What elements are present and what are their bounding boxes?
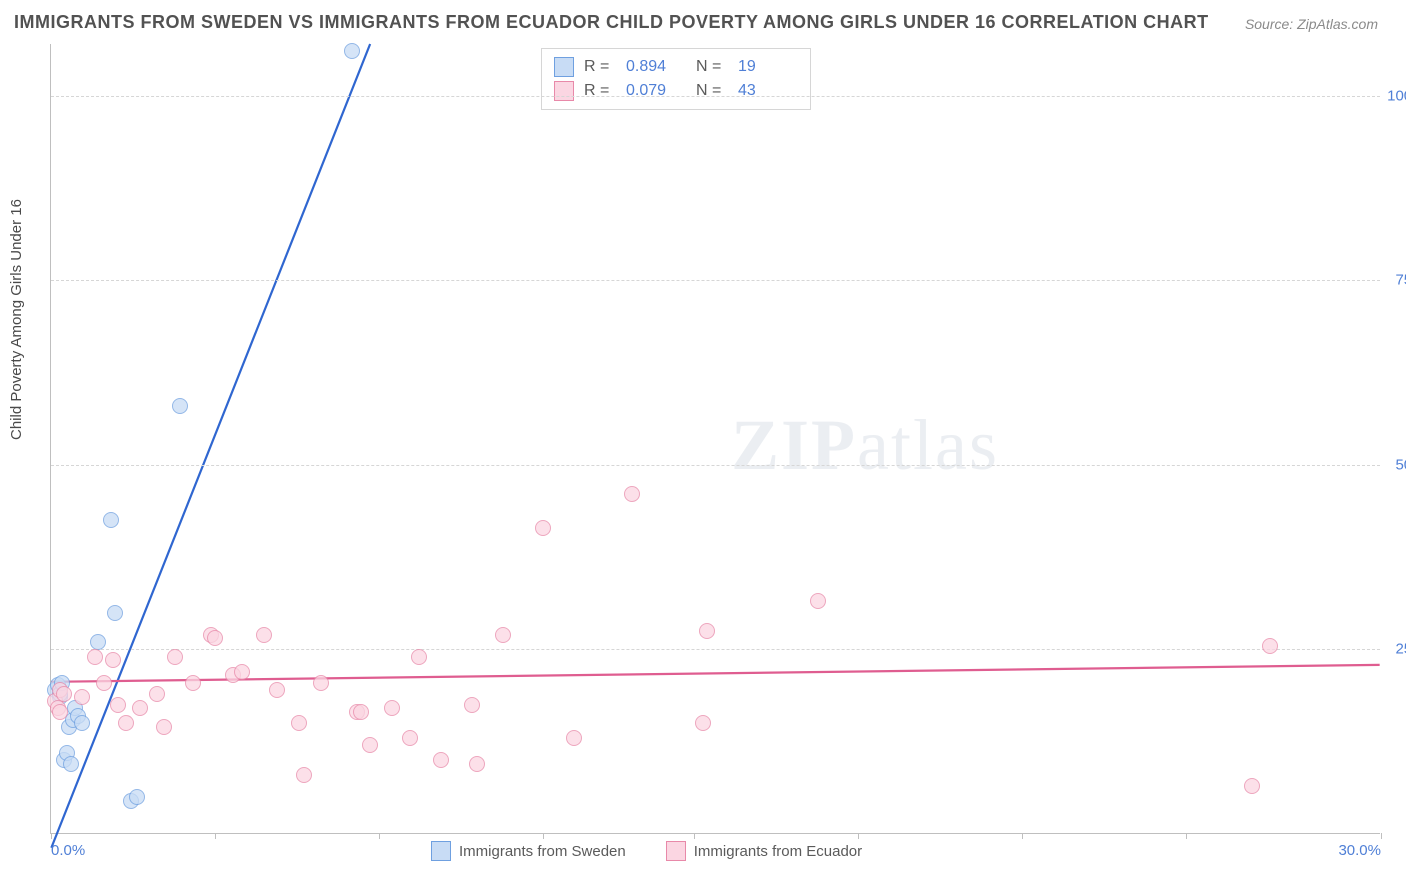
scatter-point [464,697,480,713]
x-tick-label: 30.0% [1338,842,1381,859]
scatter-point [207,630,223,646]
scatter-point [699,623,715,639]
gridline-h [51,280,1380,281]
trend-line [51,44,370,848]
scatter-point [132,700,148,716]
scatter-point [56,686,72,702]
scatter-point [63,756,79,772]
scatter-point [384,700,400,716]
x-tick [51,833,52,839]
legend-n-label: N = [696,82,728,100]
legend-r-label: R = [584,82,616,100]
scatter-point [107,605,123,621]
scatter-point [469,756,485,772]
x-tick [1381,833,1382,839]
x-tick-label: 0.0% [51,842,85,859]
y-axis-label: Child Poverty Among Girls Under 16 [8,199,25,440]
y-tick-label: 75.0% [1395,272,1406,289]
legend-n-label: N = [696,58,728,76]
trend-lines-svg [51,44,1380,833]
legend-row: R = 0.079 N = 43 [554,79,798,103]
legend-correlation: R = 0.894 N = 19 R = 0.079 N = 43 [541,48,811,110]
chart-title: IMMIGRANTS FROM SWEDEN VS IMMIGRANTS FRO… [14,12,1209,33]
y-tick-label: 50.0% [1395,456,1406,473]
legend-label: Immigrants from Sweden [459,843,626,860]
legend-r-value: 0.079 [626,82,686,100]
scatter-point [74,689,90,705]
scatter-point [105,652,121,668]
legend-series: Immigrants from Sweden Immigrants from Ec… [431,841,862,861]
legend-swatch [431,841,451,861]
legend-swatch [666,841,686,861]
y-tick-label: 100.0% [1387,87,1406,104]
scatter-point [149,686,165,702]
scatter-point [566,730,582,746]
scatter-point [74,715,90,731]
scatter-point [110,697,126,713]
legend-item: Immigrants from Ecuador [666,841,862,861]
trend-line [51,665,1379,682]
scatter-point [1262,638,1278,654]
gridline-h [51,649,1380,650]
scatter-point [129,789,145,805]
scatter-point [433,752,449,768]
scatter-point [118,715,134,731]
gridline-h [51,96,1380,97]
scatter-point [167,649,183,665]
scatter-point [291,715,307,731]
scatter-point [256,627,272,643]
scatter-point [344,43,360,59]
x-tick [694,833,695,839]
legend-item: Immigrants from Sweden [431,841,626,861]
x-tick [1022,833,1023,839]
scatter-point [402,730,418,746]
legend-n-value: 43 [738,82,798,100]
scatter-point [185,675,201,691]
scatter-point [1244,778,1260,794]
source-attribution: Source: ZipAtlas.com [1245,16,1378,32]
legend-swatch [554,57,574,77]
scatter-point [234,664,250,680]
scatter-point [96,675,112,691]
scatter-point [495,627,511,643]
x-tick [1186,833,1187,839]
scatter-point [156,719,172,735]
scatter-point [269,682,285,698]
legend-label: Immigrants from Ecuador [694,843,862,860]
legend-r-label: R = [584,58,616,76]
plot-area: ZIPatlas R =0.894N =19R =0.079N =43 Immi… [50,44,1380,834]
scatter-point [411,649,427,665]
legend-swatch [554,81,574,101]
scatter-point [87,649,103,665]
legend-row: R = 0.894 N = 19 [554,55,798,79]
x-tick [379,833,380,839]
scatter-point [172,398,188,414]
scatter-point [695,715,711,731]
scatter-point [535,520,551,536]
scatter-point [52,704,68,720]
scatter-point [624,486,640,502]
gridline-h [51,465,1380,466]
scatter-point [313,675,329,691]
x-tick [215,833,216,839]
legend-n-value: 19 [738,58,798,76]
y-tick-label: 25.0% [1395,641,1406,658]
scatter-point [353,704,369,720]
legend-r-value: 0.894 [626,58,686,76]
scatter-point [90,634,106,650]
scatter-point [296,767,312,783]
scatter-point [362,737,378,753]
scatter-point [103,512,119,528]
x-tick [858,833,859,839]
scatter-point [810,593,826,609]
x-tick [543,833,544,839]
